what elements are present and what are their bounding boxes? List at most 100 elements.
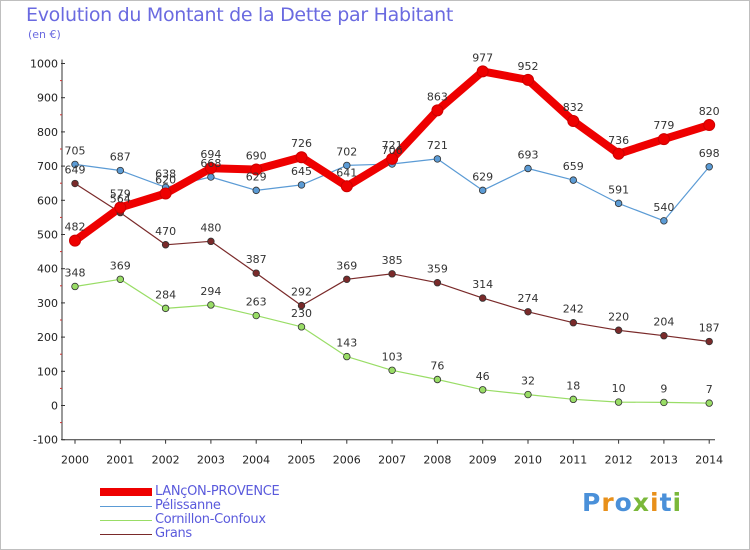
x-tick-label: 2012 [605, 454, 633, 467]
x-tick-label: 2005 [288, 454, 316, 467]
x-tick-label: 2004 [242, 454, 270, 467]
y-tick-label: 400 [37, 263, 58, 276]
data-point [524, 164, 532, 173]
data-label: 103 [382, 350, 403, 363]
y-tick-label: 1000 [30, 58, 58, 71]
data-point [433, 155, 442, 163]
x-tick-label: 2002 [152, 454, 180, 467]
logo-letter: i [672, 488, 683, 517]
data-label: 187 [699, 322, 720, 335]
legend-label: LANçON-PROVENCE [155, 484, 280, 499]
data-label: 369 [336, 259, 357, 272]
data-label: 977 [472, 51, 493, 64]
data-point [569, 395, 577, 404]
data-label: 482 [65, 221, 86, 234]
x-tick-label: 2011 [559, 454, 587, 467]
data-point [116, 166, 124, 175]
legend-label: Grans [155, 526, 192, 541]
data-point [71, 179, 79, 188]
data-point [252, 269, 260, 277]
data-point [524, 308, 532, 316]
data-label: 863 [427, 90, 448, 103]
data-point [479, 386, 487, 394]
data-label: 387 [246, 253, 267, 266]
data-point [116, 275, 124, 284]
data-label: 564 [110, 193, 131, 206]
data-point [295, 151, 308, 164]
data-point [433, 279, 442, 287]
data-point [343, 275, 351, 284]
legend-swatch [100, 488, 152, 496]
y-tick-label: 0 [51, 400, 58, 413]
data-point [657, 133, 670, 146]
data-label: 629 [246, 170, 267, 183]
data-point [660, 398, 668, 407]
data-label: 242 [563, 303, 584, 316]
legend-swatch [100, 506, 152, 507]
data-label: 143 [336, 337, 357, 350]
data-point [705, 399, 713, 407]
x-tick-label: 2003 [197, 454, 225, 467]
data-point [207, 173, 215, 181]
chart-title: Evolution du Montant de la Dette par Hab… [26, 4, 454, 26]
proxiti-logo: Proxiti [582, 488, 682, 517]
x-tick-label: 2006 [333, 454, 361, 467]
x-tick-label: 2007 [378, 454, 406, 467]
data-label: 820 [699, 105, 720, 118]
logo-letter: i [650, 488, 660, 517]
data-point [479, 186, 487, 195]
data-label: 294 [200, 285, 221, 298]
data-label: 18 [566, 379, 580, 392]
data-label: 274 [518, 292, 539, 305]
x-tick-label: 2000 [61, 454, 89, 467]
data-point [660, 217, 668, 225]
data-point [343, 352, 351, 361]
data-label: 641 [336, 166, 357, 179]
data-label: 369 [110, 259, 131, 272]
data-label: 705 [65, 144, 86, 157]
data-label: 645 [291, 165, 312, 178]
data-label: 702 [336, 145, 357, 158]
data-label: 832 [563, 101, 584, 114]
data-point [524, 390, 532, 399]
y-tick-label: 200 [37, 331, 58, 344]
data-label: 540 [653, 201, 674, 214]
legend-swatch [100, 534, 152, 535]
data-point [159, 187, 172, 200]
y-tick-label: 500 [37, 229, 58, 242]
chart-unit: (en €) [28, 28, 61, 41]
data-label: 721 [382, 139, 403, 152]
data-point [567, 114, 580, 127]
data-point [204, 162, 217, 175]
data-label: 348 [65, 266, 86, 279]
y-tick-label: 800 [37, 126, 58, 139]
data-point [161, 304, 170, 313]
data-label: 779 [653, 119, 674, 132]
data-label: 480 [200, 221, 221, 234]
data-label: 46 [476, 370, 490, 383]
data-point [612, 147, 625, 160]
data-point [297, 323, 306, 331]
data-label: 659 [563, 160, 584, 173]
logo-letter: x [632, 488, 650, 517]
data-label: 292 [291, 286, 312, 299]
data-label: 952 [518, 60, 539, 73]
data-point [479, 294, 487, 302]
data-label: 668 [200, 157, 221, 170]
data-point [388, 270, 396, 278]
data-point [71, 160, 79, 169]
data-point [297, 301, 306, 310]
data-point [614, 326, 623, 334]
data-label: 591 [608, 183, 629, 196]
data-point [569, 319, 577, 327]
legend-label: Pélissanne [155, 498, 221, 513]
legend-label: Cornillon-Confoux [155, 512, 266, 527]
data-point [343, 161, 351, 170]
data-label: 620 [155, 173, 176, 186]
axes [60, 59, 715, 444]
data-label: 314 [472, 278, 493, 291]
data-label: 470 [155, 225, 176, 238]
data-label: 693 [518, 148, 539, 161]
data-label: 32 [521, 375, 535, 388]
data-point [705, 337, 713, 346]
